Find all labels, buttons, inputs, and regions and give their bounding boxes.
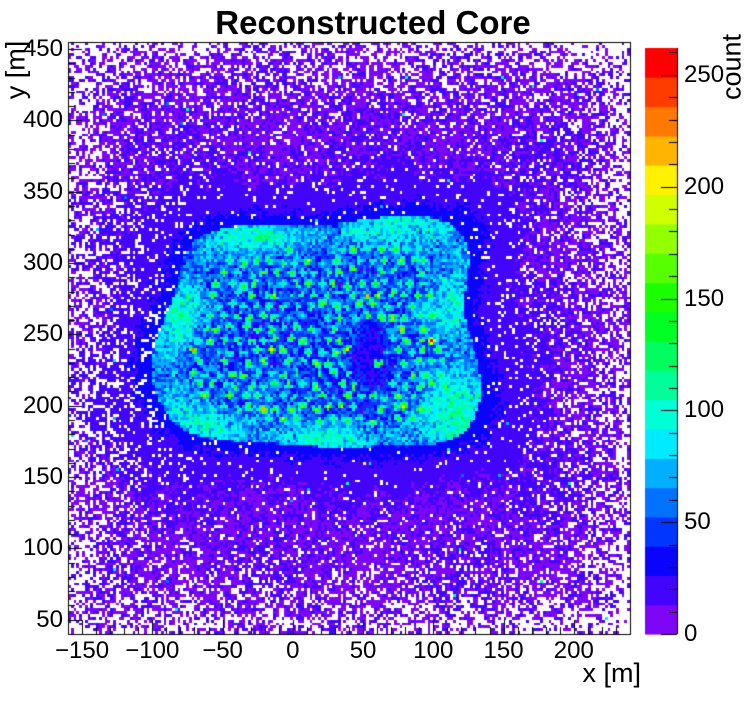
x-tick-label: 150 xyxy=(483,637,524,664)
y-tick-label: 450 xyxy=(22,35,63,63)
colorbar-tick-label: 100 xyxy=(684,396,725,424)
x-tick-label: 50 xyxy=(349,637,377,664)
y-tick-label: 350 xyxy=(22,177,63,205)
y-tick-label: 50 xyxy=(36,605,63,633)
y-tick-label: 300 xyxy=(22,249,63,277)
colorbar-tick-label: 0 xyxy=(684,620,698,647)
colorbar-tick-label: 200 xyxy=(684,172,725,200)
y-tick-label: 100 xyxy=(22,534,63,562)
y-tick-label: 150 xyxy=(22,463,63,491)
x-tick-label: 200 xyxy=(553,637,594,664)
x-tick-label: −100 xyxy=(125,637,180,664)
colorbar-tick-label: 50 xyxy=(684,508,711,536)
y-tick-label: 200 xyxy=(22,391,63,419)
y-tick-label: 400 xyxy=(22,106,63,134)
x-tick-label: 0 xyxy=(286,637,300,664)
colorbar-tick-label: 250 xyxy=(684,60,725,88)
chart-title: Reconstructed Core xyxy=(215,4,531,41)
x-tick-label: 100 xyxy=(413,637,454,664)
x-tick-label: −150 xyxy=(55,637,110,664)
x-axis-title: x [m] xyxy=(582,658,642,688)
y-tick-label: 250 xyxy=(22,320,63,348)
colorbar-tick-label: 150 xyxy=(684,284,725,312)
x-tick-label: −50 xyxy=(202,637,243,664)
